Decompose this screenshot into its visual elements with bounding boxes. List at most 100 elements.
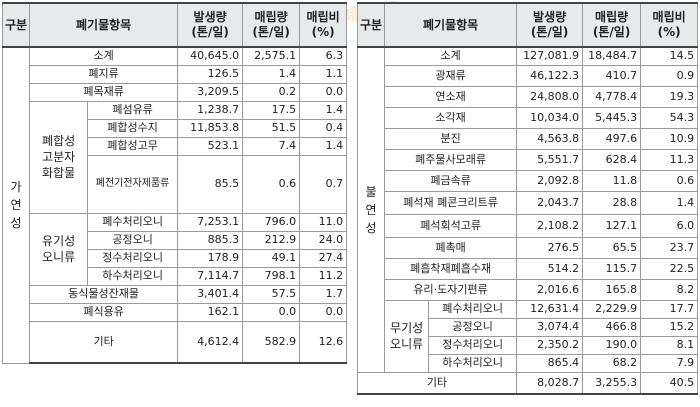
row-landfilled: 115.7	[582, 257, 642, 280]
group-organic-sludge: 유기성 오니류	[29, 212, 89, 286]
row-landfilled: 127.1	[582, 213, 642, 238]
row-generated: 2,350.2	[516, 335, 584, 355]
group-synthetic-polymer: 폐합성 고분자 화합물	[29, 100, 89, 214]
row-ratio: 19.3	[640, 85, 699, 108]
row-item: 폐식용유	[29, 302, 179, 322]
row-generated: 178.9	[177, 248, 244, 268]
row-item: 폐석재 폐콘크리트류	[384, 190, 518, 215]
row-ratio: 22.5	[640, 257, 699, 280]
row-ratio: 0.9	[640, 64, 699, 87]
header-ratio: 매립비 (%)	[640, 2, 699, 48]
row-generated: 2,016.6	[516, 278, 584, 301]
row-item: 소계	[29, 46, 179, 66]
row-ratio: 6.0	[640, 213, 699, 238]
row-generated: 885.3	[177, 230, 244, 250]
row-item: 하수처리오니	[87, 266, 179, 286]
row-generated: 3,074.4	[516, 317, 584, 337]
row-generated: 523.1	[177, 136, 244, 156]
row-ratio: 1.4	[299, 136, 348, 156]
row-generated: 8,028.7	[516, 371, 584, 395]
row-ratio: 24.0	[299, 230, 348, 250]
row-item: 광재류	[384, 64, 518, 87]
row-generated: 4,563.8	[516, 127, 584, 150]
row-ratio: 12.6	[299, 320, 348, 364]
row-ratio: 8.2	[640, 278, 699, 301]
header-generated: 발생량 (톤/일)	[516, 2, 584, 48]
row-landfilled: 582.9	[242, 320, 301, 364]
header-item: 폐기물항목	[384, 2, 518, 48]
row-landfilled: 190.0	[582, 335, 642, 355]
row-ratio: 14.5	[640, 46, 699, 66]
row-item: 정수처리오니	[428, 335, 518, 355]
row-ratio: 17.7	[640, 299, 699, 319]
header-section: 구분	[1, 2, 31, 48]
row-landfilled: 11.8	[582, 169, 642, 192]
row-item: 유리·도자기편류	[384, 278, 518, 301]
row-ratio: 40.5	[640, 371, 699, 395]
row-generated: 12,631.4	[516, 299, 584, 319]
row-landfilled: 28.8	[582, 190, 642, 215]
row-item: 폐합성고무	[87, 136, 179, 156]
row-item: 폐금속류	[384, 169, 518, 192]
row-generated: 85.5	[177, 154, 244, 214]
row-item: 하수처리오니	[428, 353, 518, 373]
row-generated: 162.1	[177, 302, 244, 322]
row-ratio: 0.6	[640, 169, 699, 192]
row-landfilled: 51.5	[242, 118, 301, 138]
row-landfilled: 410.7	[582, 64, 642, 87]
row-generated: 11,853.8	[177, 118, 244, 138]
row-item: 정수처리오니	[87, 248, 179, 268]
row-item: 폐전기전자제품류	[87, 154, 179, 214]
row-generated: 10,034.0	[516, 106, 584, 129]
row-landfilled: 68.2	[582, 353, 642, 373]
row-item: 폐석회석고류	[384, 213, 518, 238]
header-ratio: 매립비 (%)	[299, 2, 348, 48]
row-ratio: 10.9	[640, 127, 699, 150]
row-item: 공정오니	[87, 230, 179, 250]
row-item: 폐섬유류	[87, 100, 179, 120]
row-generated: 46,122.3	[516, 64, 584, 87]
row-landfilled: 7.4	[242, 136, 301, 156]
row-ratio: 0.7	[299, 154, 348, 214]
row-generated: 276.5	[516, 236, 584, 259]
row-landfilled: 0.0	[242, 302, 301, 322]
header-generated: 발생량 (톤/일)	[177, 2, 244, 48]
row-ratio: 1.1	[299, 64, 348, 84]
row-landfilled: 2,575.1	[242, 46, 301, 66]
row-landfilled: 798.1	[242, 266, 301, 286]
row-landfilled: 57.5	[242, 284, 301, 304]
row-item: 기타	[356, 371, 518, 395]
row-item: 기타	[29, 320, 179, 364]
row-generated: 865.4	[516, 353, 584, 373]
row-landfilled: 49.1	[242, 248, 301, 268]
row-ratio: 0.4	[299, 118, 348, 138]
row-generated: 127,081.9	[516, 46, 584, 66]
row-item: 분진	[384, 127, 518, 150]
row-generated: 2,092.8	[516, 169, 584, 192]
row-ratio: 8.1	[640, 335, 699, 355]
row-landfilled: 628.4	[582, 148, 642, 171]
row-item: 연소재	[384, 85, 518, 108]
row-landfilled: 65.5	[582, 236, 642, 259]
row-ratio: 11.3	[640, 148, 699, 171]
row-ratio: 11.0	[299, 212, 348, 232]
row-landfilled: 165.8	[582, 278, 642, 301]
row-landfilled: 5,445.3	[582, 106, 642, 129]
row-landfilled: 0.2	[242, 82, 301, 102]
header-landfilled: 매립량 (톤/일)	[242, 2, 301, 48]
row-landfilled: 4,778.4	[582, 85, 642, 108]
row-ratio: 1.4	[299, 100, 348, 120]
row-generated: 7,253.1	[177, 212, 244, 232]
row-item: 폐흡착재폐흡수재	[384, 257, 518, 280]
row-ratio: 0.0	[299, 82, 348, 102]
header-landfilled: 매립량 (톤/일)	[582, 2, 642, 48]
row-item: 소계	[384, 46, 518, 66]
row-ratio: 23.7	[640, 236, 699, 259]
row-generated: 5,551.7	[516, 148, 584, 171]
row-item: 폐지류	[29, 64, 179, 84]
row-generated: 1,238.7	[177, 100, 244, 120]
row-generated: 40,645.0	[177, 46, 244, 66]
